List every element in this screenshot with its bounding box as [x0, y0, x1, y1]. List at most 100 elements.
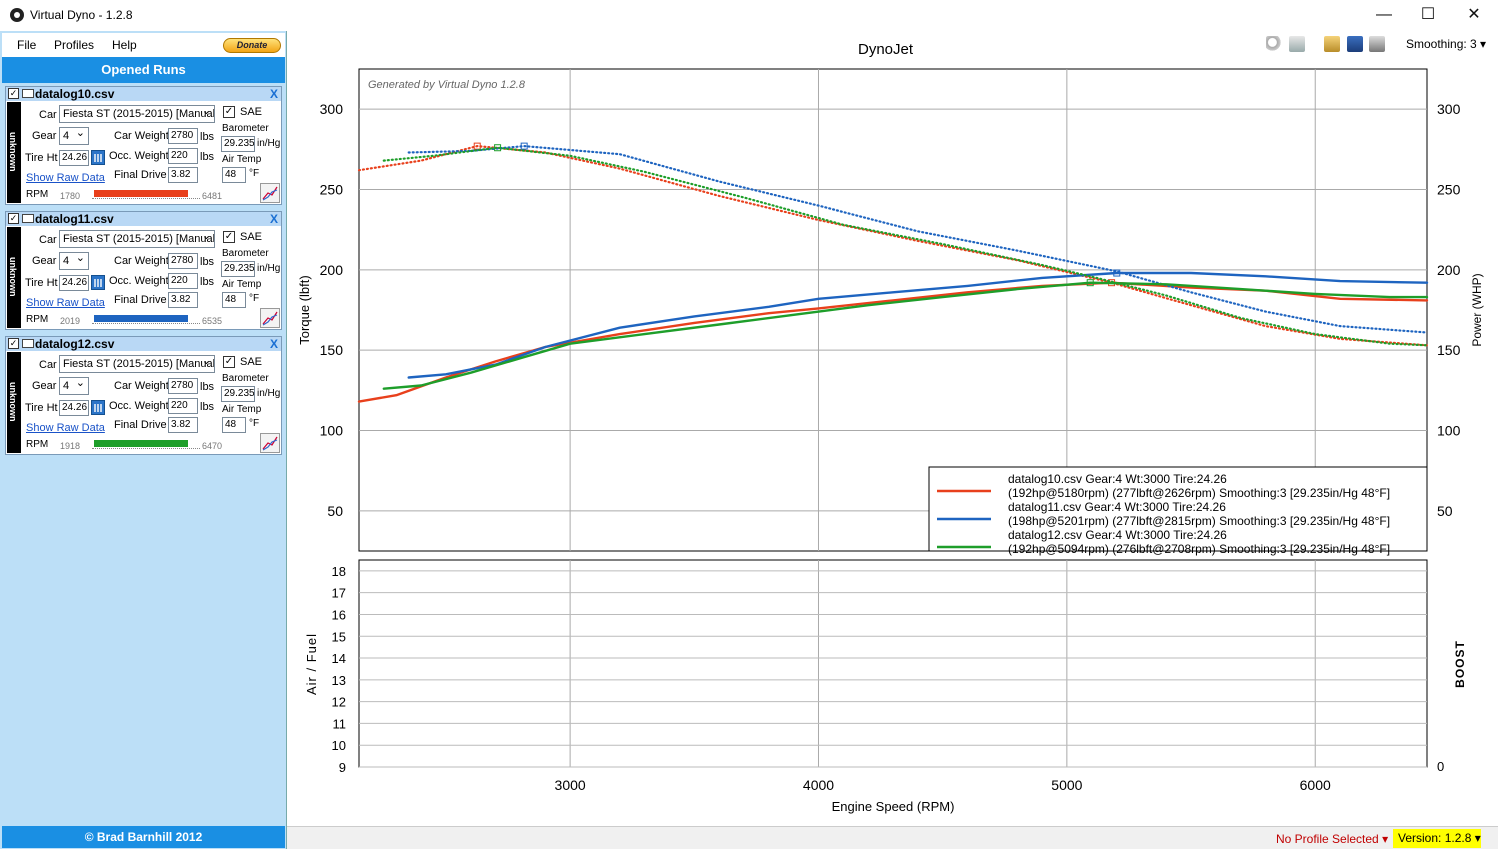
gear-dropdown[interactable]: 4: [59, 252, 89, 270]
final-drive-input[interactable]: 3.82: [168, 292, 198, 308]
air-temp-input[interactable]: 48: [222, 167, 246, 183]
tire-height-input[interactable]: 24.26: [59, 150, 89, 166]
chart-view-icon[interactable]: [260, 183, 280, 203]
file-icon: [22, 339, 34, 348]
car-weight-input[interactable]: 2780: [168, 128, 198, 144]
occ-weight-label: Occ. Weight: [109, 275, 169, 287]
zoom-icon[interactable]: [1266, 36, 1282, 52]
run-visible-checkbox[interactable]: ✓: [8, 88, 19, 99]
sae-checkbox[interactable]: ✓: [223, 231, 235, 243]
occ-weight-unit: lbs: [200, 401, 215, 413]
afr-tick-label: 10: [332, 738, 346, 753]
final-drive-label: Final Drive: [114, 294, 167, 306]
torque-series-line: [407, 145, 1429, 334]
menu-profiles[interactable]: Profiles: [54, 38, 95, 52]
profile-status[interactable]: No Profile Selected ▾: [1276, 832, 1389, 846]
run-visible-checkbox[interactable]: ✓: [8, 213, 19, 224]
afr-axis-label: Air / Fuel: [304, 633, 319, 695]
occ-weight-label: Occ. Weight: [109, 150, 169, 162]
run-header: ✓ datalog10.csv X: [6, 87, 281, 101]
afr-tick-label: 12: [332, 695, 346, 710]
sae-checkbox[interactable]: ✓: [223, 106, 235, 118]
window-title: Virtual Dyno - 1.2.8: [30, 8, 133, 22]
occ-weight-input[interactable]: 220: [168, 148, 198, 164]
barometer-input[interactable]: 29.235: [221, 261, 255, 277]
donate-button[interactable]: Donate: [223, 38, 281, 53]
version-dropdown[interactable]: Version: 1.2.8 ▾: [1393, 829, 1481, 848]
car-dropdown[interactable]: Fiesta ST (2015-2015) [Manual]: [59, 355, 215, 373]
car-weight-label: Car Weight: [114, 380, 169, 392]
y2-tick-label: 50: [1437, 503, 1453, 519]
air-temp-unit: °F: [249, 293, 260, 304]
calculator-icon[interactable]: [91, 150, 105, 165]
car-weight-input[interactable]: 2780: [168, 253, 198, 269]
opened-runs-header: Opened Runs: [2, 57, 285, 83]
run-close-icon[interactable]: X: [269, 337, 278, 351]
chart-legend: [928, 466, 1428, 552]
rpm-min: 1780: [60, 191, 81, 201]
car-weight-input[interactable]: 2780: [168, 378, 198, 394]
final-drive-input[interactable]: 3.82: [168, 417, 198, 433]
final-drive-input[interactable]: 3.82: [168, 167, 198, 183]
car-label: Car: [39, 359, 57, 371]
chart-view-icon[interactable]: [260, 433, 280, 453]
car-dropdown[interactable]: Fiesta ST (2015-2015) [Manual]: [59, 230, 215, 248]
menu-help[interactable]: Help: [112, 38, 137, 52]
occ-weight-input[interactable]: 220: [168, 273, 198, 289]
sae-label: SAE: [240, 106, 263, 118]
chart-view-icon[interactable]: [260, 308, 280, 328]
chart-line-icon: [262, 186, 278, 201]
gear-dropdown[interactable]: 4: [59, 377, 89, 395]
run-close-icon[interactable]: X: [269, 87, 278, 101]
calculator-icon[interactable]: [91, 275, 105, 290]
run-close-icon[interactable]: X: [269, 212, 278, 226]
occ-weight-unit: lbs: [200, 276, 215, 288]
y-tick-label: 100: [320, 423, 344, 439]
legend-entry-line1: datalog11.csv Gear:4 Wt:3000 Tire:24.26: [1008, 500, 1226, 514]
final-drive-label: Final Drive: [114, 169, 167, 181]
barometer-label: Barometer: [222, 248, 269, 259]
tire-height-label: Tire Ht: [25, 277, 58, 289]
chart-title: DynoJet: [858, 41, 914, 58]
air-temp-input[interactable]: 48: [222, 292, 246, 308]
car-dropdown[interactable]: Fiesta ST (2015-2015) [Manual]: [59, 105, 215, 123]
air-temp-input[interactable]: 48: [222, 417, 246, 433]
settings-icon[interactable]: [1289, 36, 1305, 52]
torque-series-line: [382, 146, 1429, 347]
tire-height-label: Tire Ht: [25, 152, 58, 164]
gear-dropdown[interactable]: 4: [59, 127, 89, 145]
rpm-slider[interactable]: [92, 312, 200, 324]
rpm-min: 1918: [60, 441, 81, 451]
sae-checkbox[interactable]: ✓: [223, 356, 235, 368]
tire-height-input[interactable]: 24.26: [59, 400, 89, 416]
close-button[interactable]: ✕: [1467, 6, 1481, 23]
run-filename: datalog10.csv: [35, 87, 115, 101]
smoothing-dropdown[interactable]: Smoothing: 3 ▾: [1406, 37, 1487, 51]
show-raw-data-link[interactable]: Show Raw Data: [26, 422, 105, 434]
tire-height-input[interactable]: 24.26: [59, 275, 89, 291]
menu-file[interactable]: File: [17, 38, 37, 52]
save-icon[interactable]: [1347, 36, 1363, 52]
minimize-button[interactable]: —: [1376, 6, 1392, 23]
barometer-input[interactable]: 29.235: [221, 386, 255, 402]
run-visible-checkbox[interactable]: ✓: [8, 338, 19, 349]
print-icon[interactable]: [1369, 36, 1385, 52]
rpm-slider[interactable]: [92, 187, 200, 199]
legend-entry-line1: datalog10.csv Gear:4 Wt:3000 Tire:24.26: [1008, 472, 1227, 486]
show-raw-data-link[interactable]: Show Raw Data: [26, 172, 105, 184]
file-icon: [22, 214, 34, 223]
barometer-input[interactable]: 29.235: [221, 136, 255, 152]
occ-weight-input[interactable]: 220: [168, 398, 198, 414]
car-weight-unit: lbs: [200, 131, 215, 143]
power-series-line: [407, 271, 1429, 379]
calculator-icon[interactable]: [91, 400, 105, 415]
legend-entry-line1: datalog12.csv Gear:4 Wt:3000 Tire:24.26: [1008, 528, 1227, 542]
air-temp-label: Air Temp: [222, 279, 262, 290]
rpm-slider[interactable]: [92, 437, 200, 449]
afr-tick-label: 18: [332, 564, 346, 579]
show-raw-data-link[interactable]: Show Raw Data: [26, 297, 105, 309]
y-tick-label: 300: [320, 101, 344, 117]
clipboard-icon[interactable]: [1324, 36, 1340, 52]
maximize-button[interactable]: ☐: [1420, 6, 1436, 23]
y-tick-label: 150: [320, 342, 344, 358]
